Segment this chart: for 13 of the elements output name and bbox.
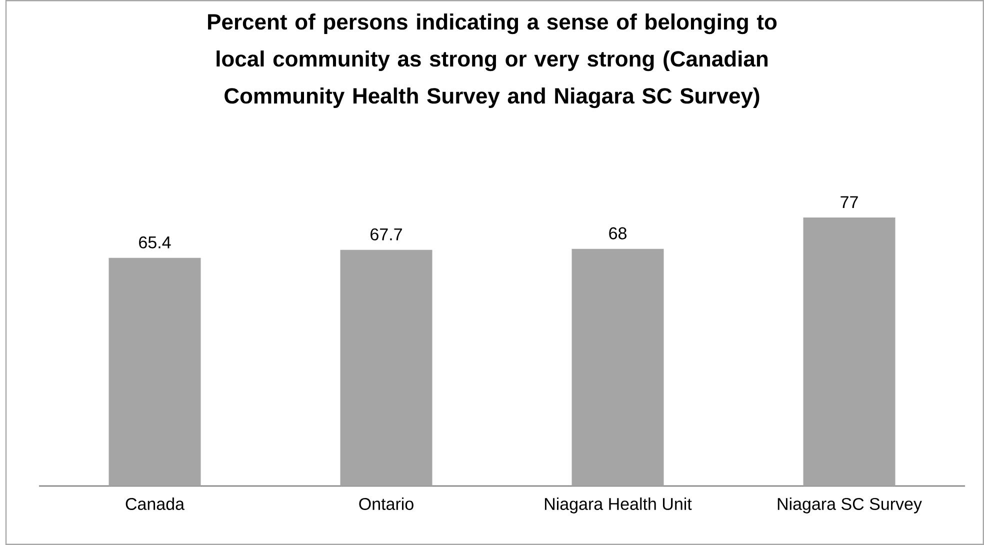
chart-title: Percent of persons indicating a sense of belonging to local community as strong or very strong (Canadian Community Health Survey and Niagara SC Survey) xyxy=(208,14,777,108)
bar xyxy=(572,248,664,486)
data-label: 67.7 xyxy=(370,228,402,240)
bar xyxy=(803,217,896,486)
bar xyxy=(108,258,201,486)
data-label: 77 xyxy=(840,196,858,208)
x-tick-label: Niagara Health Unit xyxy=(544,498,692,514)
x-tick-label: Niagara SC Survey xyxy=(778,498,922,514)
x-tick-label: Canada xyxy=(126,498,185,510)
bar xyxy=(340,250,432,486)
x-tick-label: Ontario xyxy=(359,498,414,510)
data-label: 65.4 xyxy=(139,236,171,248)
data-label: 68 xyxy=(609,227,626,240)
